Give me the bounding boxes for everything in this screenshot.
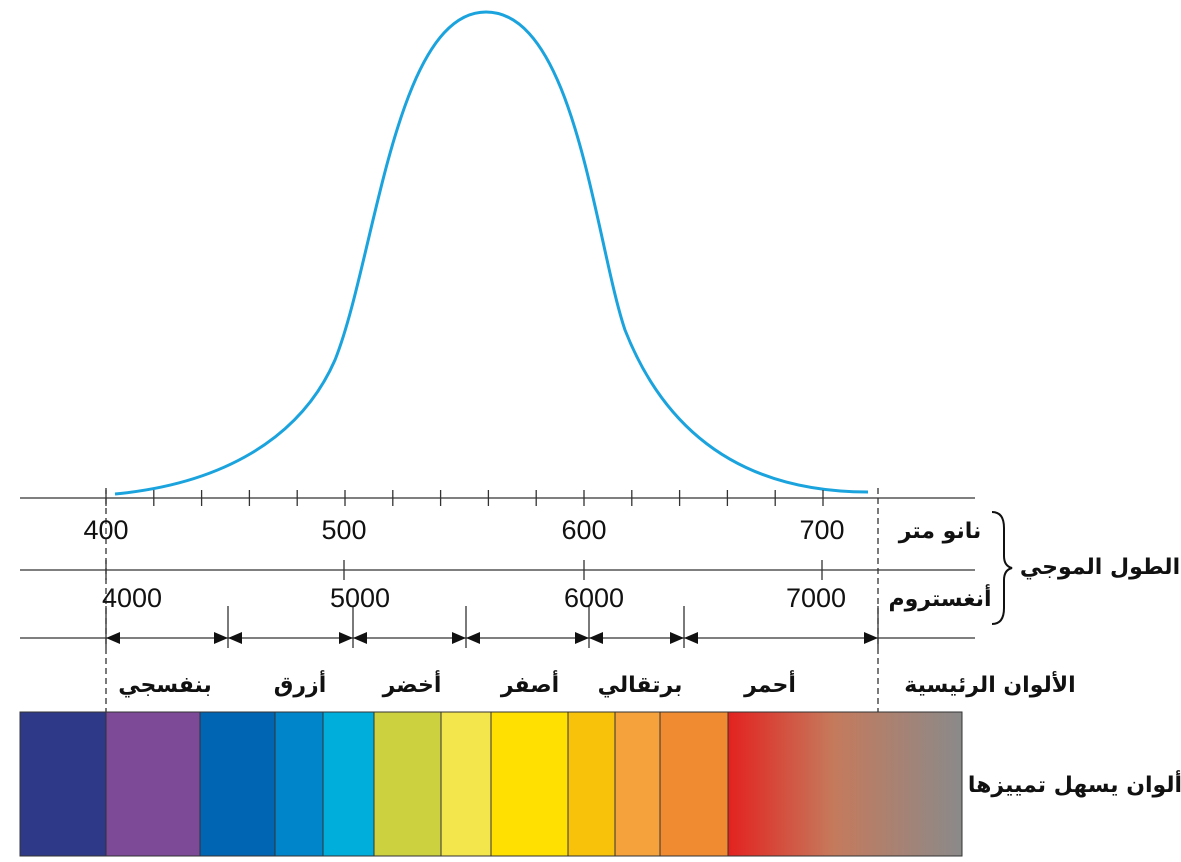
brace (991, 511, 1013, 625)
color-band (490, 711, 569, 857)
nm-unit: نانو متر (898, 519, 982, 544)
arrowhead (575, 632, 589, 644)
arrowhead (214, 632, 228, 644)
arrowhead (452, 632, 466, 644)
arrowhead (864, 632, 878, 644)
arrowhead (339, 632, 353, 644)
angstrom-tick-label: 5000 (330, 583, 390, 613)
color-band (322, 711, 375, 857)
sensitivity-curve (114, 10, 869, 496)
color-band (727, 711, 963, 857)
arrowhead (589, 632, 603, 644)
color-band (614, 711, 661, 857)
color-band (105, 711, 201, 857)
angstrom-tick-label: 4000 (102, 583, 162, 613)
arrowhead (466, 632, 480, 644)
color-name: أصفر (500, 669, 559, 698)
nm-tick-label: 600 (561, 515, 606, 545)
color-band (373, 711, 442, 857)
color-band (19, 711, 107, 857)
color-name: أخضر (382, 669, 442, 698)
color-band (274, 711, 324, 857)
nm-tick-label: 400 (83, 515, 128, 545)
color-name: بنفسجي (118, 673, 212, 698)
color-band (659, 711, 729, 857)
nm-tick-label: 500 (321, 515, 366, 545)
color-band (567, 711, 616, 857)
color-band (440, 711, 492, 857)
color-band (199, 711, 276, 857)
arrowhead (684, 632, 698, 644)
arrowhead (228, 632, 242, 644)
angstrom-tick-label: 6000 (564, 583, 624, 613)
angstrom-unit: أنغستروم (888, 583, 991, 612)
color-name: أحمر (743, 669, 796, 698)
color-name: برتقالي (598, 673, 683, 698)
distinguishable-label: ألوان يسهل تمييزها (968, 769, 1181, 798)
main-colors-label: الألوان الرئيسية (904, 670, 1075, 698)
wavelength-label: الطول الموجي (1020, 555, 1180, 580)
arrowhead (106, 632, 120, 644)
arrowhead (670, 632, 684, 644)
nm-tick-label: 700 (799, 515, 844, 545)
angstrom-tick-label: 7000 (786, 583, 846, 613)
color-name: أزرق (274, 669, 327, 698)
arrowhead (353, 632, 367, 644)
